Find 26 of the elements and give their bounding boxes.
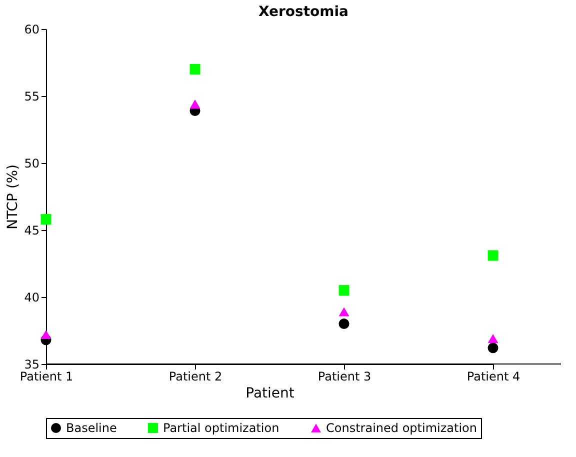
point — [338, 318, 350, 330]
x-axis-title: Patient — [246, 386, 295, 402]
y-tick-label: 45 — [24, 224, 40, 238]
point — [338, 307, 350, 316]
point — [488, 250, 498, 261]
x-tick-label: Patient 2 — [168, 370, 222, 384]
point — [338, 285, 350, 296]
point — [190, 64, 200, 74]
y-tick-label: 50 — [24, 156, 40, 170]
point — [190, 100, 200, 109]
y-tick-label: 60 — [24, 22, 40, 36]
y-tick-label: 55 — [24, 90, 40, 104]
y-axis-title: NTCP (%) — [5, 164, 22, 230]
x-tick-label: Patient 1 — [20, 370, 74, 384]
point — [40, 214, 52, 225]
chart-title: Xerostomia — [258, 4, 348, 20]
point — [488, 334, 498, 344]
point — [488, 342, 498, 354]
y-tick-label: 40 — [24, 290, 40, 304]
x-tick-label: Patient 4 — [466, 370, 520, 384]
legend-label: Constrained optimization — [326, 421, 477, 435]
legend-label: Baseline — [66, 421, 117, 435]
legend-label: Partial optimization — [163, 421, 280, 435]
x-tick-label: Patient 3 — [318, 370, 372, 384]
y-tick-label: 35 — [24, 358, 40, 372]
point — [40, 330, 52, 340]
